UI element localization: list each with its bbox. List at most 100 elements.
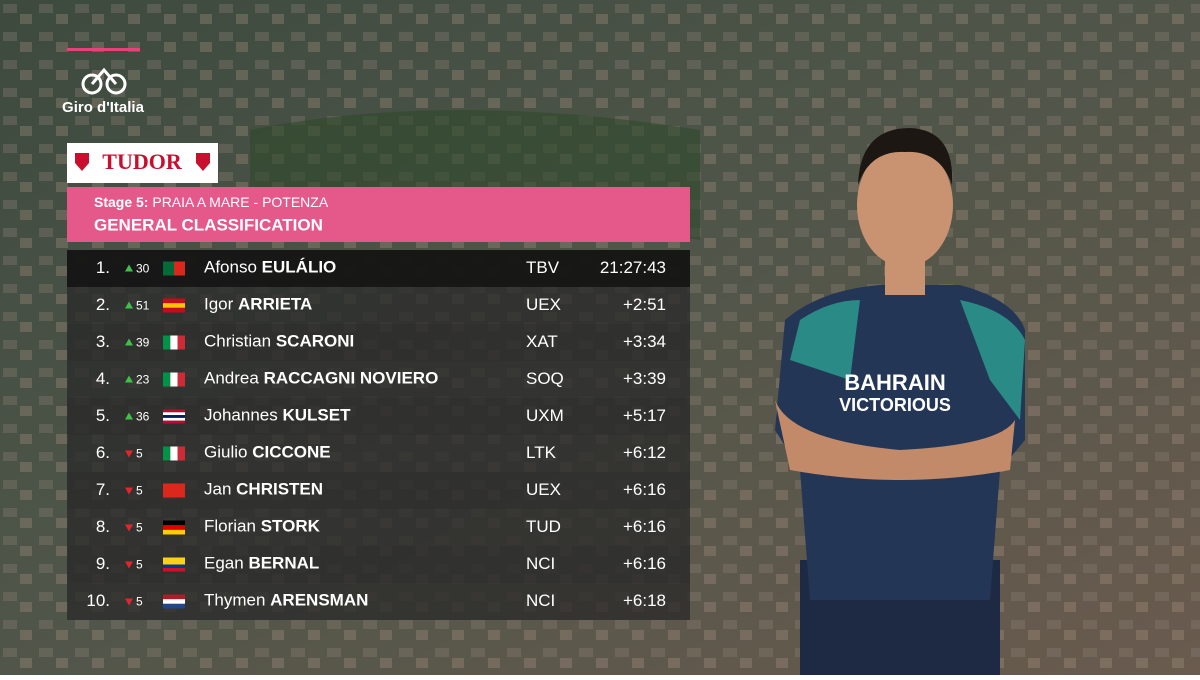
change: 5: [136, 447, 143, 461]
row-bg: [67, 509, 690, 546]
flag-stripe: [163, 594, 185, 600]
rider-name: Andrea RACCAGNI NOVIERO: [204, 369, 438, 388]
first-name: Johannes: [204, 406, 278, 425]
change: 39: [136, 336, 150, 350]
flag-stripe: [163, 599, 185, 604]
flag-stripe: [163, 261, 174, 276]
change: 30: [136, 262, 150, 276]
last-name: BERNAL: [248, 554, 319, 573]
row-bg: [67, 546, 690, 583]
change: 5: [136, 484, 143, 498]
last-name: SCARONI: [276, 332, 354, 351]
flag-stripe: [177, 446, 185, 461]
last-name: CICCONE: [252, 443, 330, 462]
last-name: KULSET: [282, 406, 351, 425]
first-name: Thymen: [204, 591, 265, 610]
stage: Stage 5: PRAIA A MARE - POTENZA: [94, 194, 329, 210]
flag-stripe: [170, 335, 178, 350]
last-name: STORK: [261, 517, 321, 536]
first-name: Egan: [204, 554, 244, 573]
time: +6:16: [623, 517, 666, 536]
logo-icon: [81, 67, 127, 95]
first-name: Giulio: [204, 443, 247, 462]
rank: 3.: [96, 332, 110, 351]
change-arrow: [125, 412, 133, 420]
row-bg: [67, 324, 690, 361]
rank: 5.: [96, 406, 110, 425]
flag-stripe: [177, 335, 185, 350]
rank: 7.: [96, 480, 110, 499]
change: 23: [136, 373, 150, 387]
jersey-print: VICTORIOUS: [839, 395, 951, 415]
team: NCI: [526, 591, 555, 610]
flag-stripe: [163, 529, 185, 535]
change-arrow: [125, 450, 133, 458]
time: +3:39: [623, 369, 666, 388]
sponsor-box: [67, 143, 218, 183]
team: LTK: [526, 443, 557, 462]
stage-route: PRAIA A MARE - POTENZA: [152, 194, 328, 210]
last-name: EULÁLIO: [262, 258, 337, 277]
rider-name: Egan BERNAL: [204, 554, 319, 573]
flag-stripe: [163, 446, 171, 461]
last-name: RACCAGNI NOVIERO: [264, 369, 439, 388]
change-arrow: [125, 561, 133, 569]
change-arrow: [125, 598, 133, 606]
rider-name: Christian SCARONI: [204, 332, 354, 351]
rank: 8.: [96, 517, 110, 536]
change-arrow: [125, 301, 133, 309]
logo-text: Giro d'Italia: [62, 99, 145, 116]
change: 5: [136, 558, 143, 572]
rank: 10.: [86, 591, 110, 610]
team: SOQ: [526, 369, 564, 388]
flag-stripe: [163, 409, 185, 413]
change-arrow: [125, 375, 133, 383]
jersey-print: BAHRAIN: [844, 370, 945, 395]
flag-stripe: [163, 417, 185, 421]
flag-stripe: [163, 568, 185, 572]
change-arrow: [125, 524, 133, 532]
change: 5: [136, 595, 143, 609]
last-name: CHRISTEN: [236, 480, 323, 499]
time: +5:17: [623, 406, 666, 425]
team: UXM: [526, 406, 564, 425]
flag-stripe: [163, 412, 185, 416]
team: UEX: [526, 480, 561, 499]
row-bg: [67, 287, 690, 324]
sponsor: TUDOR: [102, 149, 183, 174]
change-arrow: [125, 264, 133, 272]
flag-stripe: [163, 335, 171, 350]
flag-stripe: [163, 298, 185, 304]
flag-stripe: [163, 420, 185, 424]
flag-stripe: [163, 564, 185, 568]
first-name: Jan: [204, 480, 231, 499]
flag-stripe: [163, 603, 185, 609]
first-name: Igor: [204, 295, 234, 314]
flag-stripe: [163, 415, 185, 418]
change-arrow: [125, 487, 133, 495]
change: 5: [136, 521, 143, 535]
rank: 4.: [96, 369, 110, 388]
flag-stripe: [177, 372, 185, 387]
row-bg: [67, 583, 690, 620]
change: 36: [136, 410, 150, 424]
header-bar: [67, 187, 690, 242]
flag-stripe: [170, 446, 178, 461]
flag-stripe: [163, 520, 185, 526]
flag-stripe: [163, 483, 185, 498]
sponsor-shield: [196, 153, 210, 171]
rider-name: Giulio CICCONE: [204, 443, 331, 462]
rank: 1.: [96, 258, 110, 277]
time: +3:34: [623, 332, 666, 351]
time: +6:12: [623, 443, 666, 462]
rider-name: Florian STORK: [204, 517, 321, 536]
rank: 6.: [96, 443, 110, 462]
time: +6:18: [623, 591, 666, 610]
title: GENERAL CLASSIFICATION: [94, 215, 323, 234]
logo-rule: [67, 48, 140, 51]
last-name: ARRIETA: [238, 295, 312, 314]
flag-stripe: [163, 307, 185, 313]
rider-name: Igor ARRIETA: [204, 295, 312, 314]
first-name: Christian: [204, 332, 271, 351]
